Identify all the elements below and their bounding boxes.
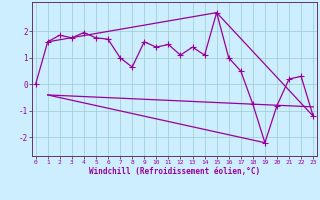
- X-axis label: Windchill (Refroidissement éolien,°C): Windchill (Refroidissement éolien,°C): [89, 167, 260, 176]
